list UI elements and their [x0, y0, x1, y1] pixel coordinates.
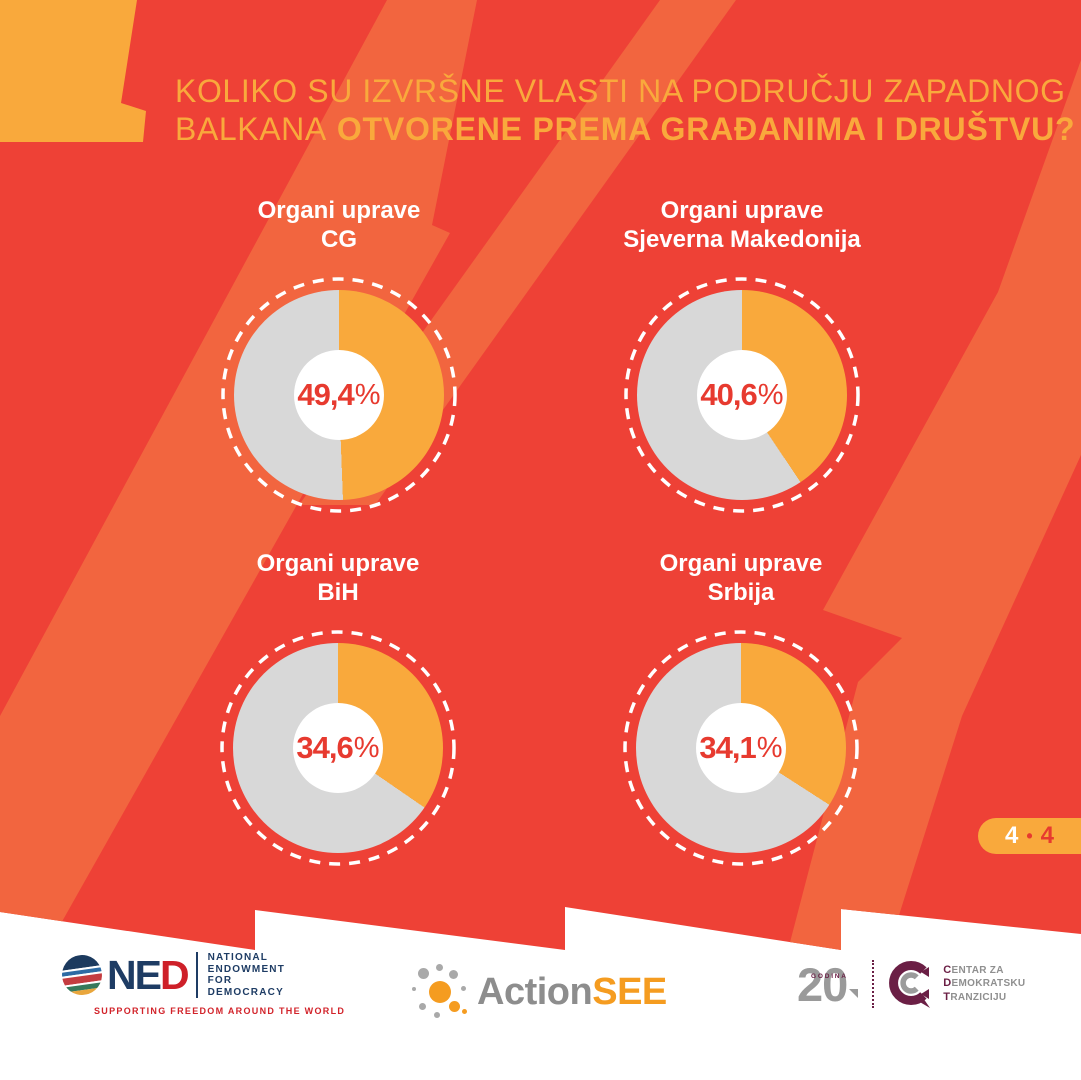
percent-value: 34,1 [699, 730, 756, 765]
ned-wordmark: NED [107, 952, 190, 998]
ned-tagline: SUPPORTING FREEDOM AROUND THE WORLD [94, 1006, 346, 1016]
cdt-20-years-mark: 20 GODINA [797, 961, 848, 1008]
footer: NED NATIONAL ENDOWMENT FOR DEMOCRACY SUP… [0, 950, 1081, 1080]
cdt-icon [889, 961, 931, 1008]
cdt-fullname: CENTAR ZA DEMOKRATSKU TRANZICIJU [943, 963, 1026, 1003]
percent-value: 34,6 [296, 730, 353, 765]
dashed-ring [221, 277, 457, 513]
percent-sign: % [756, 731, 783, 764]
donut-serbia: 34,1 % [621, 628, 861, 868]
title-line1: KOLIKO SU IZVRŠNE VLASTI NA PODRUČJU ZAP… [175, 73, 1066, 109]
ned-globe-icon [59, 952, 105, 998]
page-separator-dot: • [1026, 826, 1033, 846]
cdt-godina-label: GODINA [811, 972, 848, 980]
percent-value: 49,4 [297, 377, 354, 412]
donut-bih: 34,6 % [218, 628, 458, 868]
cdt-divider [872, 960, 875, 1008]
chart-label: Organi uprave BiH [256, 550, 420, 606]
chart-bih: Organi uprave BiH 34,6 % [173, 549, 503, 868]
sunburst-dot [419, 1003, 426, 1010]
sunburst-dot [462, 1009, 467, 1014]
donut-north-macedonia: 40,6 % [622, 275, 862, 515]
page-total: 4 [1040, 822, 1055, 849]
dashed-ring [220, 630, 456, 866]
donut-cg: 49,4 % [219, 275, 459, 515]
percent-value: 40,6 [700, 377, 757, 412]
donut-center: 40,6 % [697, 350, 787, 440]
donut-center: 49,4 % [294, 350, 384, 440]
dashed-ring [624, 277, 860, 513]
ned-divider [195, 952, 198, 998]
page-title: KOLIKO SU IZVRŠNE VLASTI NA PODRUČJU ZAP… [175, 72, 1075, 148]
chart-cg: Organi uprave CG 49,4 % [174, 196, 504, 515]
chart-label: Organi uprave Srbija [659, 550, 823, 606]
chart-north-macedonia: Organi uprave Sjeverna Makedonija 40,6 % [577, 196, 907, 515]
ned-logo: NED NATIONAL ENDOWMENT FOR DEMOCRACY SUP… [59, 952, 346, 1016]
actionsee-sunburst-icon [412, 964, 468, 1020]
chart-serbia: Organi uprave Srbija 34,1 % [576, 549, 906, 868]
percent-sign: % [757, 378, 784, 411]
actionsee-logo: ActionSEE [412, 964, 667, 1020]
percent-sign: % [353, 731, 380, 764]
sunburst-dot [449, 1001, 460, 1012]
page-current: 4 [1004, 822, 1019, 849]
donut-center: 34,6 % [293, 703, 383, 793]
chart-label: Organi uprave CG [257, 197, 421, 253]
sunburst-dot [434, 1012, 440, 1018]
sunburst-dot [418, 968, 429, 979]
sunburst-dot [412, 987, 416, 991]
title-line2-regular: BALKANA [175, 111, 327, 147]
sunburst-dot [429, 981, 451, 1003]
chart-label: Organi uprave Sjeverna Makedonija [623, 197, 861, 253]
percent-sign: % [354, 378, 381, 411]
ned-fullname: NATIONAL ENDOWMENT FOR DEMOCRACY [207, 952, 286, 998]
cdt-accent-mark [849, 988, 859, 998]
cdt-logo: 20 GODINA CENTAR ZA DEMOKRATSKU TRANZICI… [797, 958, 1025, 1010]
sunburst-dot [436, 964, 443, 971]
page-indicator-badge: 4 • 4 [978, 818, 1081, 854]
title-line2-bold: OTVORENE PREMA GRAĐANIMA I DRUŠTVU? [336, 111, 1076, 147]
title-line2: BALKANA OTVORENE PREMA GRAĐANIMA I DRUŠTV… [175, 110, 1075, 148]
dashed-ring [623, 630, 859, 866]
sunburst-dot [461, 986, 466, 991]
sunburst-dot [449, 970, 458, 979]
donut-center: 34,1 % [696, 703, 786, 793]
actionsee-wordmark: ActionSEE [477, 971, 667, 1013]
